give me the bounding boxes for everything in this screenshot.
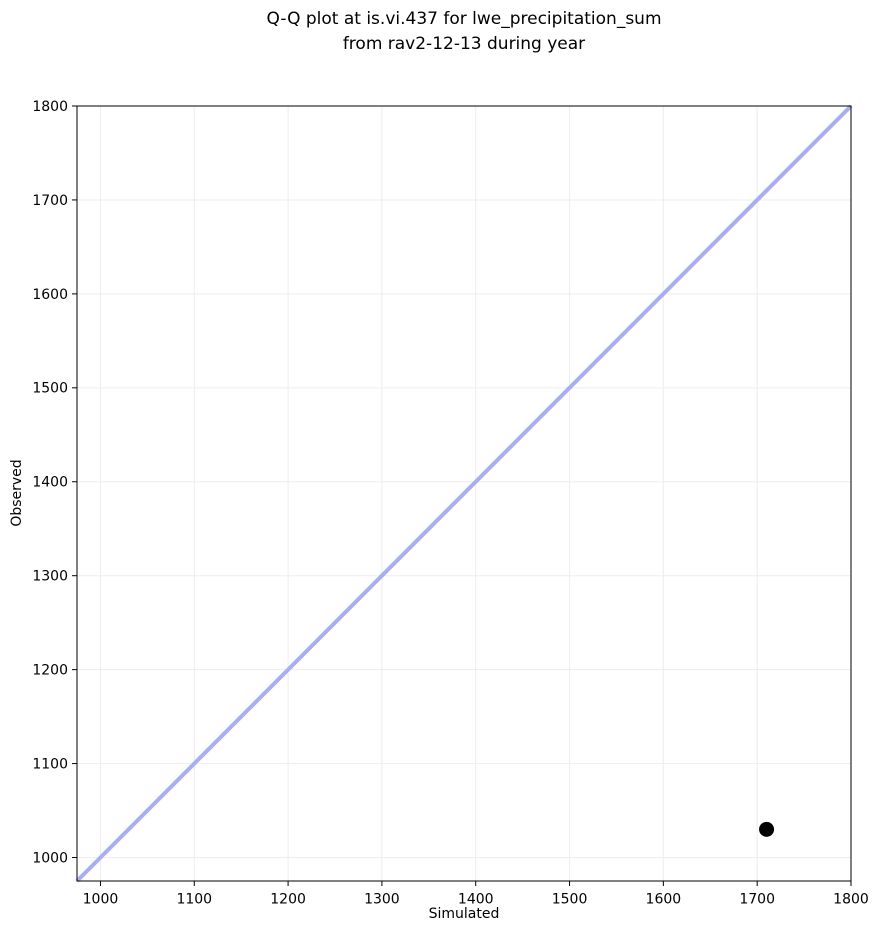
x-tick-label: 1000 [83, 891, 119, 907]
y-tick-label: 1800 [32, 99, 68, 115]
x-tick-label: 1100 [176, 891, 212, 907]
y-tick-label: 1000 [32, 850, 68, 866]
x-tick-label: 1700 [739, 891, 775, 907]
y-tick-label: 1400 [32, 475, 68, 491]
x-axis-label: Simulated [428, 906, 500, 922]
x-tick-label: 1500 [552, 891, 588, 907]
x-tick-label: 1200 [270, 891, 306, 907]
data-point [759, 821, 775, 837]
y-tick-label: 1300 [32, 569, 68, 585]
chart-title-line-1: Q-Q plot at is.vi.437 for lwe_precipitat… [266, 9, 662, 29]
x-tick-label: 1300 [364, 891, 400, 907]
x-tick-label: 1600 [646, 891, 682, 907]
y-tick-label: 1100 [32, 756, 68, 772]
y-tick-label: 1600 [32, 287, 68, 303]
y-tick-label: 1700 [32, 193, 68, 209]
chart-title-line-2: from rav2-12-13 during year [342, 34, 586, 54]
x-tick-label: 1400 [458, 891, 494, 907]
y-axis-label: Observed [9, 459, 25, 527]
chart-title: Q-Q plot at is.vi.437 for lwe_precipitat… [77, 7, 851, 57]
identity-line [75, 104, 853, 883]
y-tick-label: 1200 [32, 663, 68, 679]
y-tick-label: 1500 [32, 381, 68, 397]
x-tick-label: 1800 [833, 891, 869, 907]
plot-spines [76, 105, 852, 882]
